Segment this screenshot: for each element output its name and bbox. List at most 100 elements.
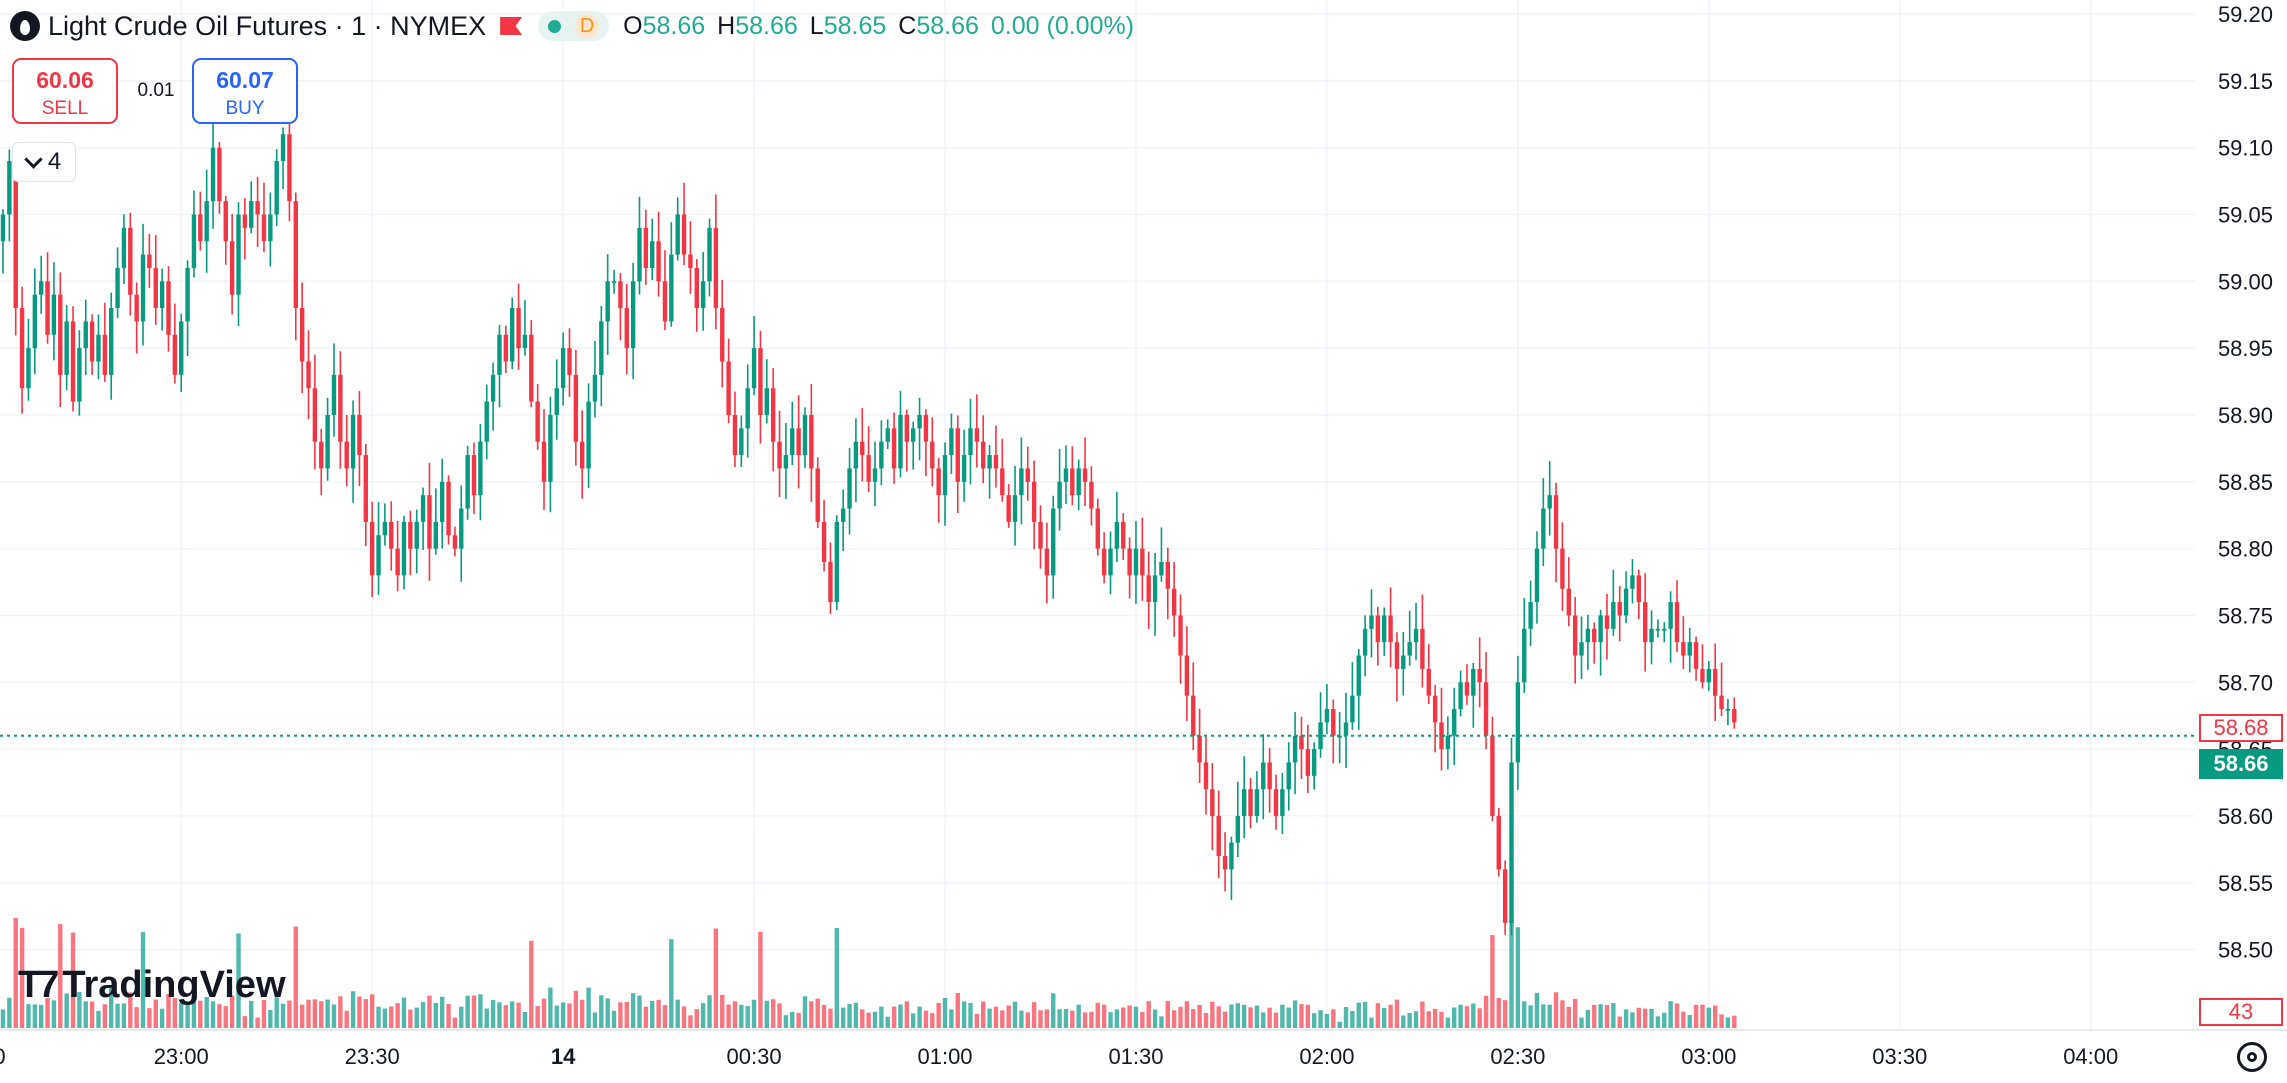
volume-bar bbox=[923, 1010, 929, 1028]
volume-bar bbox=[287, 1000, 292, 1028]
volume-bar bbox=[1642, 1008, 1648, 1028]
candle-body bbox=[541, 441, 547, 482]
candle-body bbox=[1719, 695, 1724, 710]
volume-bar bbox=[1483, 995, 1489, 1028]
candle-body bbox=[45, 281, 50, 335]
candle-body bbox=[758, 348, 763, 415]
indicators-toggle-button[interactable]: 4 bbox=[12, 142, 76, 182]
candle-body bbox=[490, 374, 496, 402]
candle-body bbox=[312, 388, 318, 442]
candle-body bbox=[1541, 508, 1546, 549]
candle-body bbox=[363, 455, 369, 522]
volume-bar bbox=[134, 1007, 139, 1028]
candle-body bbox=[249, 201, 254, 228]
candle-body bbox=[1114, 521, 1120, 549]
candle-body bbox=[159, 281, 165, 309]
volume-bar bbox=[834, 927, 840, 1028]
volume-bar bbox=[815, 998, 820, 1028]
volume-bar bbox=[242, 1016, 248, 1028]
volume-bar bbox=[1292, 1000, 1298, 1028]
candle-body bbox=[1375, 615, 1381, 643]
volume-bar bbox=[1585, 1009, 1591, 1028]
volume-bar bbox=[599, 995, 604, 1028]
candle-body bbox=[624, 308, 629, 349]
settings-icon[interactable] bbox=[2237, 1042, 2267, 1072]
volume-bar bbox=[891, 1006, 897, 1028]
volume-bar bbox=[1369, 1017, 1374, 1028]
candle-body bbox=[974, 428, 980, 442]
volume-bar bbox=[58, 924, 63, 1028]
candle-body bbox=[1299, 735, 1304, 750]
oil-drop-icon bbox=[10, 11, 40, 41]
candle-body bbox=[981, 441, 986, 469]
candle-body bbox=[968, 428, 973, 456]
volume-bar bbox=[408, 1009, 413, 1028]
candle-body bbox=[1362, 628, 1368, 656]
volume-bar bbox=[319, 1001, 324, 1028]
volume-bar bbox=[0, 1009, 6, 1028]
candle-body bbox=[681, 214, 687, 255]
volume-bar bbox=[1681, 1011, 1686, 1028]
volume-bar bbox=[350, 991, 356, 1028]
candle-body bbox=[1127, 548, 1132, 576]
candle-body bbox=[707, 227, 712, 282]
candle-body bbox=[115, 267, 120, 309]
volume-bar bbox=[338, 996, 343, 1028]
volume-bar bbox=[32, 1004, 38, 1028]
candle-body bbox=[96, 334, 101, 362]
symbol-title[interactable]: Light Crude Oil Futures · 1 · NYMEX bbox=[48, 10, 487, 41]
volume-bar bbox=[1343, 1007, 1349, 1028]
candle-body bbox=[1210, 789, 1215, 816]
volume-bar bbox=[1210, 1001, 1215, 1028]
candle-body bbox=[1471, 668, 1476, 696]
candle-body bbox=[1292, 735, 1298, 763]
volume-bar bbox=[344, 1010, 349, 1028]
volume-bar bbox=[433, 1002, 439, 1028]
candle-body bbox=[1432, 695, 1438, 723]
buy-button[interactable]: 60.07 BUY bbox=[192, 58, 298, 124]
volume-bar bbox=[1350, 1011, 1355, 1028]
candle-body bbox=[1063, 468, 1069, 482]
tradingview-logo[interactable]: T7 TradingView bbox=[18, 964, 286, 1007]
volume-bar bbox=[13, 918, 18, 1028]
volume-bar bbox=[751, 999, 757, 1028]
volume-bar bbox=[1592, 1004, 1597, 1028]
market-status-pill[interactable]: D bbox=[538, 11, 610, 41]
candle-body bbox=[1101, 548, 1107, 576]
volume-bar bbox=[1299, 1004, 1304, 1028]
candle-body bbox=[350, 414, 356, 469]
chevron-down-icon bbox=[24, 149, 43, 169]
candle-body bbox=[408, 521, 413, 549]
volume-bar bbox=[1038, 1010, 1043, 1028]
sell-button[interactable]: 60.06 SELL bbox=[12, 58, 118, 124]
volume-bar bbox=[1382, 1007, 1387, 1028]
volume-bar bbox=[1165, 1001, 1170, 1028]
volume-bar bbox=[325, 999, 330, 1028]
candle-body bbox=[210, 147, 216, 202]
candle-body bbox=[516, 308, 521, 349]
price-tick-label: 58.95 bbox=[2218, 336, 2273, 361]
candle-body bbox=[1687, 642, 1692, 656]
candle-body bbox=[1261, 762, 1266, 790]
candle-body bbox=[306, 361, 311, 389]
volume-bar bbox=[376, 1006, 381, 1028]
time-tick-label: 03:00 bbox=[1681, 1044, 1736, 1069]
volume-bar bbox=[1159, 1016, 1164, 1028]
volume-bar bbox=[1662, 1012, 1667, 1028]
volume-bar bbox=[987, 1008, 992, 1028]
volume-bar bbox=[1076, 1004, 1081, 1028]
high-value: 58.66 bbox=[735, 11, 798, 40]
volume-bar bbox=[1426, 1011, 1431, 1028]
candle-body bbox=[1178, 615, 1183, 656]
candle-body bbox=[656, 241, 661, 282]
candle-body bbox=[217, 147, 222, 202]
flag-icon[interactable] bbox=[500, 17, 523, 35]
volume-bar bbox=[312, 999, 318, 1028]
candle-body bbox=[401, 521, 407, 576]
price-tick-label: 59.10 bbox=[2218, 136, 2273, 161]
candle-body bbox=[478, 441, 483, 496]
candle-body bbox=[1394, 642, 1400, 669]
time-tick-label: 02:00 bbox=[1299, 1044, 1354, 1069]
volume-bar bbox=[1051, 993, 1056, 1028]
